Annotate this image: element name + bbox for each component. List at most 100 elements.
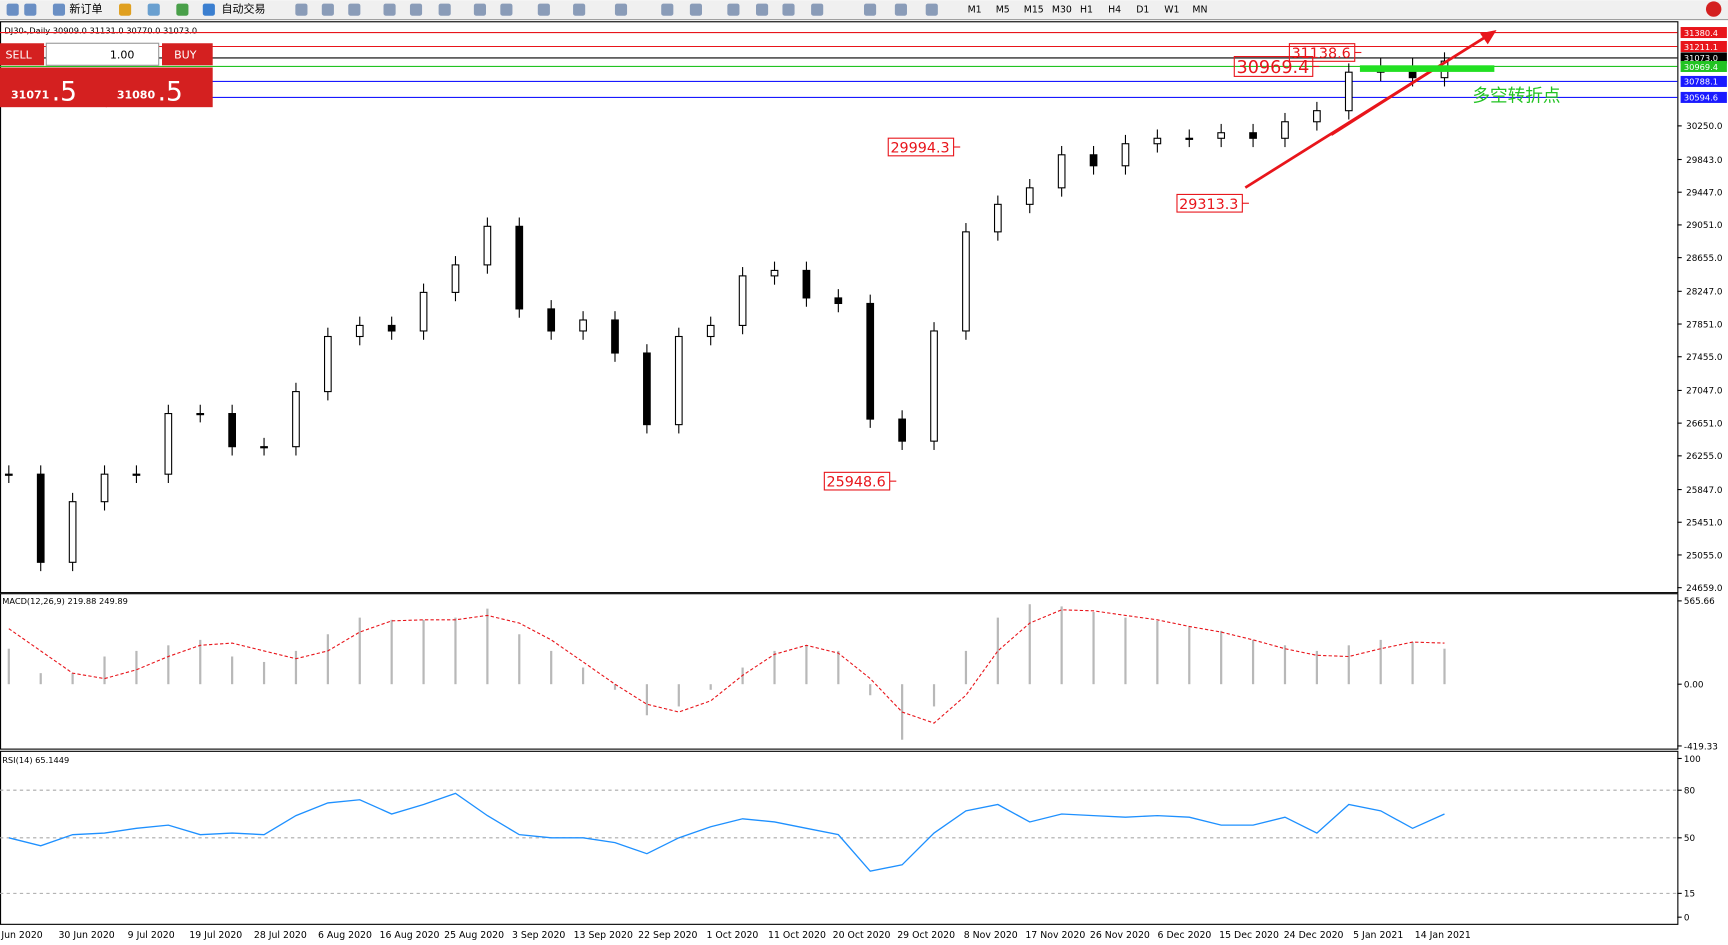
macd-bar [581,667,585,685]
new-order-button[interactable]: 新订单 [69,1,102,15]
toolbar-icon[interactable] [614,3,628,16]
macd-bar [135,650,138,685]
toolbar-icon[interactable] [756,3,769,16]
x-axis-label: 16 Aug 2020 [380,930,440,941]
y-tick-label: 25055.0 [1686,551,1723,561]
toolbar-icon[interactable] [295,3,308,16]
x-axis-label: 26 Nov 2020 [1090,930,1150,941]
macd-bar [837,650,840,685]
toolbar-icon[interactable] [321,3,334,16]
x-axis-label: 3 Sep 2020 [512,930,565,941]
toolbar-icon[interactable] [864,3,877,16]
chart-panel [0,21,1679,594]
buy-price: 31080 [117,88,156,101]
price-annotation: 31138.6 [1292,46,1351,62]
candle [4,473,13,476]
toolbar-icon[interactable] [24,3,37,16]
rsi-line [8,792,1445,872]
toolbar-icon[interactable] [689,3,702,16]
toolbar-icon[interactable] [52,3,66,16]
toolbar-icon[interactable] [473,3,486,16]
timeframe-button[interactable]: D1 [1136,4,1149,15]
toolbar-icon[interactable] [782,3,795,16]
x-axis-label: 14 Jan 2021 [1415,930,1471,941]
pivot-zone [1359,65,1495,72]
y-tick-label: 29843.0 [1686,156,1723,166]
macd-bar [1092,612,1095,685]
toolbar-icon[interactable] [925,3,938,16]
candle [68,501,77,563]
sell-button[interactable] [0,43,45,66]
macd-bar [486,608,489,685]
timeframe-button[interactable]: MN [1192,4,1207,15]
toolbar-icon[interactable] [573,3,586,16]
timeframe-button[interactable]: M5 [996,4,1010,15]
trend-line [1330,67,1436,136]
macd-bar [454,617,457,685]
toolbar-icon[interactable] [894,3,907,16]
candle [579,319,587,332]
macd-bar [613,684,617,690]
toolbar-icon[interactable] [409,3,423,16]
toolbar-icon[interactable] [6,3,19,16]
timeframe-button[interactable]: H4 [1108,4,1121,15]
buy-price-fraction: .5 [158,77,183,108]
macd-bar [996,617,999,685]
timeframe-button[interactable]: M15 [1024,4,1044,15]
toolbar-icon[interactable] [147,3,160,16]
price-level-tag [1680,52,1727,64]
candle [1025,187,1034,205]
sell-price-box[interactable] [0,67,107,108]
candle [1313,110,1321,123]
toolbar-icon[interactable] [500,3,513,16]
macd-signal [8,609,1445,724]
alert-icon[interactable] [1705,1,1722,17]
x-axis-label: 8 Nov 2020 [964,930,1018,941]
timeframe-button[interactable]: M30 [1052,4,1072,15]
toolbar-icon[interactable] [119,3,132,16]
toolbar-icon[interactable] [202,3,215,16]
macd-bar [773,650,776,685]
macd-bar [1315,650,1318,685]
macd-bar [1188,626,1191,685]
price-level-label: 31211.1 [1684,42,1718,52]
toolbar-icon[interactable] [438,3,451,16]
toolbar-icon[interactable] [727,3,740,16]
candle [898,418,906,442]
candle [706,324,715,338]
macd-bar [518,634,521,685]
annotation-box [1176,193,1243,213]
toolbar-icon[interactable] [811,3,824,16]
timeframe-button[interactable]: M1 [968,4,982,15]
toolbar-icon[interactable] [661,3,674,16]
y-tick-label: 80 [1684,787,1696,797]
candle [930,330,938,442]
macd-bar [1347,645,1350,685]
buy-button[interactable] [162,43,213,66]
lot-box[interactable] [45,42,160,66]
candle [834,297,843,305]
timeframe-button[interactable]: W1 [1164,4,1179,15]
candle [866,302,875,420]
toolbar-icon[interactable] [348,3,361,16]
auto-trade-button[interactable]: 自动交易 [222,1,266,15]
price-annotation: 29313.3 [1179,197,1238,213]
candle [1281,121,1289,139]
toolbar-icon[interactable] [176,3,189,16]
x-axis-label: 11 Oct 2020 [768,930,826,941]
sell-price: 31071 [11,88,49,101]
price-annotation: 30969.4 [1236,58,1309,78]
timeframe-button[interactable]: H1 [1080,4,1093,15]
candle [1344,71,1353,112]
toolbar-icon[interactable] [537,3,550,16]
price-level-tag [1680,40,1727,53]
macd-bar [326,634,329,685]
macd-bar [262,661,266,685]
candle [1057,154,1066,189]
macd-bar [103,656,106,685]
indicator-title: RSI(14) 65.1449 [2,755,69,765]
toolbar-icon[interactable] [383,3,396,16]
candle [260,446,268,449]
y-tick-label: 26255.0 [1686,452,1723,462]
buy-price-box[interactable] [105,67,213,108]
